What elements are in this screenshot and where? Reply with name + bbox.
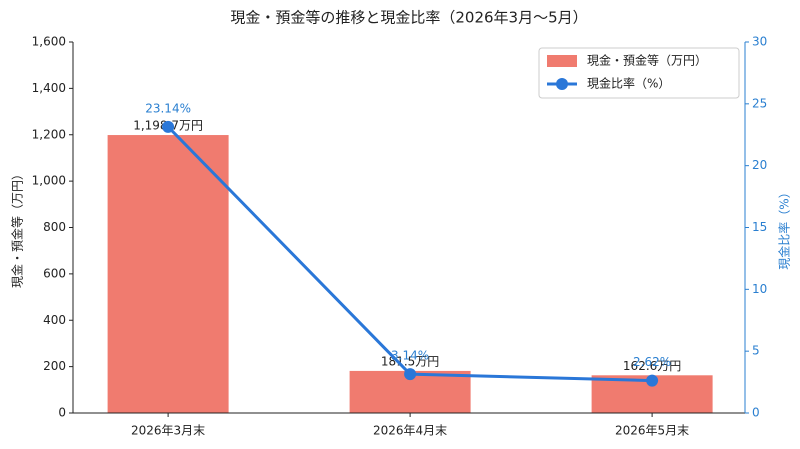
legend-box — [538, 47, 740, 99]
bar — [107, 135, 229, 413]
y-tick-label: 1,000 — [32, 174, 66, 188]
y-tick-label: 0 — [58, 406, 66, 420]
line-point — [646, 374, 659, 387]
legend-label: 現金・預金等（万円） — [587, 53, 707, 68]
y-tick-label: 600 — [43, 266, 66, 280]
y-tick-label: 1,600 — [32, 35, 66, 49]
y2-tick-label: 20 — [752, 158, 767, 172]
x-tick-label: 2026年4月末 — [373, 424, 447, 438]
y-tick-label: 400 — [43, 313, 66, 327]
y2-tick-label: 0 — [752, 406, 760, 420]
y-tick-label: 1,200 — [32, 127, 66, 141]
y2-tick-label: 30 — [752, 35, 767, 49]
line-value-label: 23.14% — [145, 101, 191, 115]
legend-label: 現金比率（%） — [587, 76, 670, 91]
bar-value-label: 162.6万円 — [623, 359, 681, 373]
x-tick-label: 2026年5月末 — [615, 424, 689, 438]
line-value-label: 2.62% — [633, 355, 671, 369]
y-tick-label: 800 — [43, 220, 66, 234]
y2-tick-label: 25 — [752, 96, 767, 110]
legend-swatch — [547, 55, 577, 67]
line-point — [162, 120, 175, 133]
y-axis-label: 現金・預金等（万円） — [10, 168, 25, 288]
line — [167, 125, 653, 383]
chart-title: 現金・預金等の推移と現金比率（2026年3月〜5月） — [230, 9, 587, 27]
x-tick-label: 2026年3月末 — [131, 424, 205, 438]
legend-swatch — [556, 78, 568, 90]
axes-frame — [72, 42, 745, 414]
y2-axis-label: 現金比率（%） — [777, 186, 792, 269]
y-tick-label: 1,400 — [32, 81, 66, 95]
y2-tick-label: 5 — [752, 344, 760, 358]
y2-tick-label: 15 — [752, 220, 767, 234]
line-point — [404, 368, 417, 381]
y2-tick-label: 10 — [752, 282, 767, 296]
line-value-label: 3.14% — [391, 349, 429, 363]
y-tick-label: 200 — [43, 359, 66, 373]
